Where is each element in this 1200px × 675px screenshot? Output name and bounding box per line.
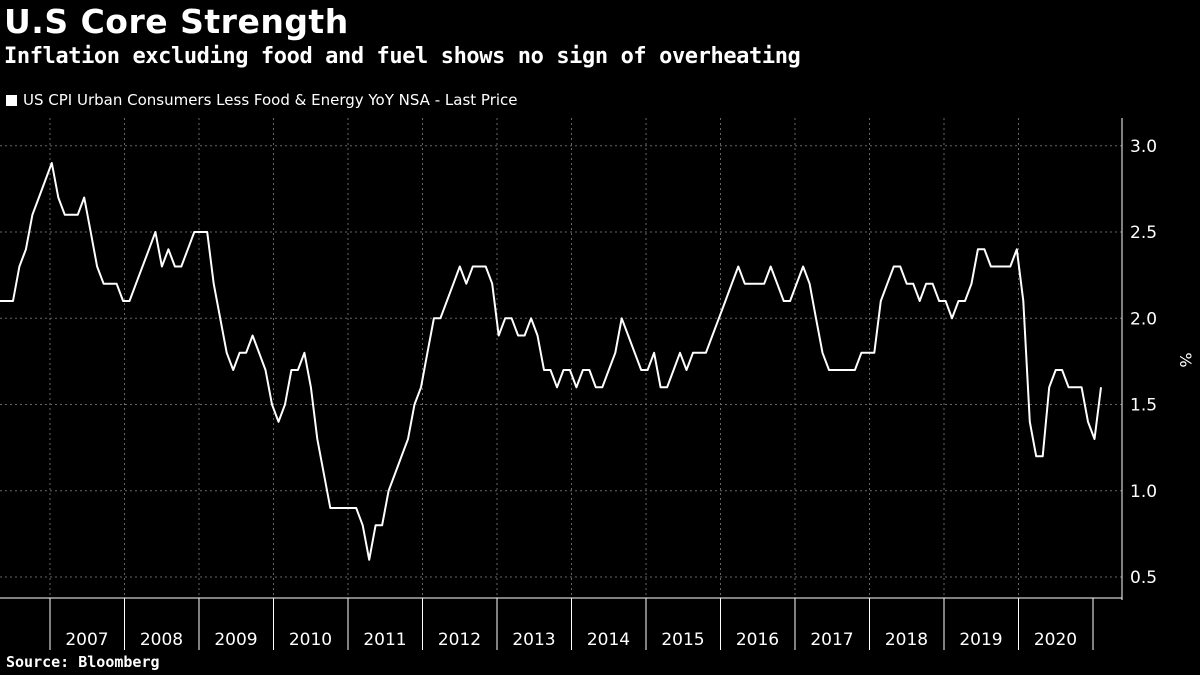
y-tick-label: 1.5	[1130, 396, 1157, 416]
y-tick-label: 1.0	[1130, 482, 1157, 502]
legend-label: US CPI Urban Consumers Less Food & Energ…	[23, 91, 518, 109]
x-tick-label: 2008	[140, 630, 183, 650]
x-tick-label: 2007	[65, 630, 108, 650]
x-tick-label: 2018	[885, 630, 928, 650]
x-tick-label: 2015	[661, 630, 704, 650]
y-tick-label: 0.5	[1130, 568, 1157, 588]
y-tick-label: 2.0	[1130, 309, 1157, 329]
y-axis-unit-label: %	[1176, 352, 1195, 367]
y-tick-label: 3.0	[1130, 137, 1157, 157]
y-tick-label: 2.5	[1130, 223, 1157, 243]
x-tick-label: 2012	[438, 630, 481, 650]
x-tick-label: 2019	[959, 630, 1002, 650]
legend: US CPI Urban Consumers Less Food & Energ…	[6, 91, 518, 109]
chart-title: U.S Core Strength	[4, 2, 349, 41]
source-note: Source: Bloomberg	[6, 653, 160, 671]
x-tick-label: 2020	[1034, 630, 1077, 650]
x-tick-label: 2013	[512, 630, 555, 650]
chart-subtitle: Inflation excluding food and fuel shows …	[4, 44, 801, 69]
x-tick-label: 2014	[587, 630, 630, 650]
x-tick-label: 2010	[289, 630, 332, 650]
x-tick-label: 2011	[363, 630, 406, 650]
x-tick-label: 2009	[214, 630, 257, 650]
x-tick-label: 2017	[810, 630, 853, 650]
series-line-us-core-cpi	[0, 162, 1102, 561]
legend-swatch	[6, 94, 17, 106]
x-tick-label: 2016	[736, 630, 779, 650]
